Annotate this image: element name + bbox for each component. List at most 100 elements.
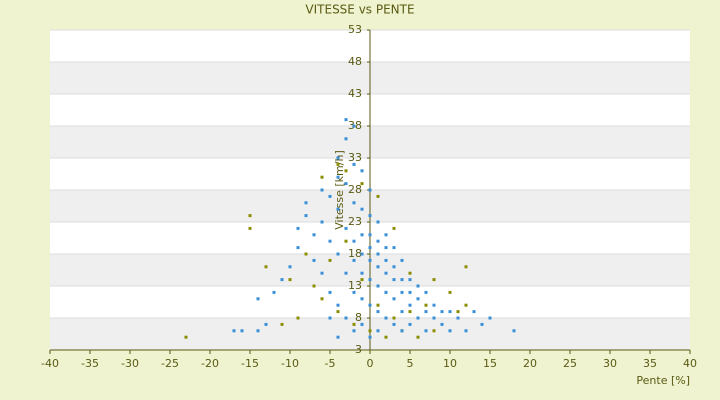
- scatter-point: [448, 329, 452, 333]
- scatter-point: [392, 297, 396, 301]
- scatter-point: [368, 303, 372, 307]
- scatter-point: [472, 310, 476, 314]
- chart-title: VITESSE vs PENTE: [305, 3, 414, 17]
- x-tick-label: 5: [407, 357, 414, 370]
- scatter-point: [416, 316, 420, 320]
- scatter-point: [392, 226, 396, 230]
- scatter-point: [512, 329, 516, 333]
- scatter-point: [336, 156, 340, 160]
- scatter-point: [288, 278, 292, 282]
- scatter-point: [360, 278, 364, 282]
- scatter-point: [352, 124, 356, 128]
- scatter-point: [280, 278, 284, 282]
- scatter-point: [320, 271, 324, 275]
- scatter-point: [304, 252, 308, 256]
- scatter-point: [376, 194, 380, 198]
- scatter-point: [256, 329, 260, 333]
- y-tick-label: 33: [348, 151, 362, 164]
- scatter-point: [432, 278, 436, 282]
- scatter-point: [376, 265, 380, 269]
- scatter-point: [488, 316, 492, 320]
- scatter-point: [368, 258, 372, 262]
- y-tick-label: 13: [348, 279, 362, 292]
- scatter-point: [456, 316, 460, 320]
- scatter-point: [264, 265, 268, 269]
- scatter-point: [296, 246, 300, 250]
- scatter-point: [344, 316, 348, 320]
- scatter-point: [352, 239, 356, 243]
- y-axis-label: Vitesse [km/h]: [333, 150, 346, 230]
- scatter-point: [448, 310, 452, 314]
- scatter-point: [408, 322, 412, 326]
- scatter-point: [336, 303, 340, 307]
- scatter-point: [368, 233, 372, 237]
- scatter-point: [424, 303, 428, 307]
- y-tick-label: 43: [348, 87, 362, 100]
- scatter-point: [376, 252, 380, 256]
- scatter-point: [328, 290, 332, 294]
- scatter-point: [440, 310, 444, 314]
- y-tick-label: 28: [348, 183, 362, 196]
- scatter-point: [384, 271, 388, 275]
- scatter-point: [440, 322, 444, 326]
- scatter-point: [328, 239, 332, 243]
- scatter-point: [328, 316, 332, 320]
- x-tick-label: -15: [241, 357, 259, 370]
- scatter-point: [352, 322, 356, 326]
- scatter-point: [408, 290, 412, 294]
- scatter-point: [336, 162, 340, 166]
- x-tick-label: -25: [161, 357, 179, 370]
- y-tick-label: 23: [348, 215, 362, 228]
- scatter-point: [400, 310, 404, 314]
- scatter-point: [392, 265, 396, 269]
- scatter-point: [360, 252, 364, 256]
- scatter-point: [312, 233, 316, 237]
- scatter-point: [304, 201, 308, 205]
- x-tick-label: 10: [443, 357, 457, 370]
- scatter-point: [272, 290, 276, 294]
- scatter-point: [352, 201, 356, 205]
- x-tick-label: 35: [643, 357, 657, 370]
- scatter-point: [352, 258, 356, 262]
- x-tick-label: -40: [41, 357, 59, 370]
- x-tick-label: -10: [281, 357, 299, 370]
- scatter-point: [400, 258, 404, 262]
- scatter-point: [392, 278, 396, 282]
- y-tick-label: 3: [355, 343, 362, 356]
- scatter-point: [328, 194, 332, 198]
- scatter-point: [344, 239, 348, 243]
- x-tick-label: 15: [483, 357, 497, 370]
- scatter-point: [376, 220, 380, 224]
- scatter-point: [232, 329, 236, 333]
- scatter-point: [376, 310, 380, 314]
- scatter-point: [384, 246, 388, 250]
- scatter-point: [336, 207, 340, 211]
- x-tick-label: 0: [367, 357, 374, 370]
- scatter-point: [360, 271, 364, 275]
- scatter-point: [360, 169, 364, 173]
- scatter-point: [408, 271, 412, 275]
- scatter-point: [248, 226, 252, 230]
- scatter-point: [368, 335, 372, 339]
- x-tick-label: 30: [603, 357, 617, 370]
- x-tick-label: -20: [201, 357, 219, 370]
- scatter-point: [352, 290, 356, 294]
- scatter-point: [344, 182, 348, 186]
- scatter-point: [392, 322, 396, 326]
- x-tick-label: -5: [325, 357, 336, 370]
- scatter-point: [360, 207, 364, 211]
- y-tick-label: 18: [348, 247, 362, 260]
- scatter-point: [328, 258, 332, 262]
- scatter-point: [416, 297, 420, 301]
- scatter-point: [368, 278, 372, 282]
- x-tick-label: 25: [563, 357, 577, 370]
- scatter-point: [456, 310, 460, 314]
- scatter-point: [384, 290, 388, 294]
- scatter-point: [360, 233, 364, 237]
- scatter-point: [248, 214, 252, 218]
- scatter-point: [368, 214, 372, 218]
- scatter-point: [384, 233, 388, 237]
- scatter-point: [424, 329, 428, 333]
- scatter-point: [368, 188, 372, 192]
